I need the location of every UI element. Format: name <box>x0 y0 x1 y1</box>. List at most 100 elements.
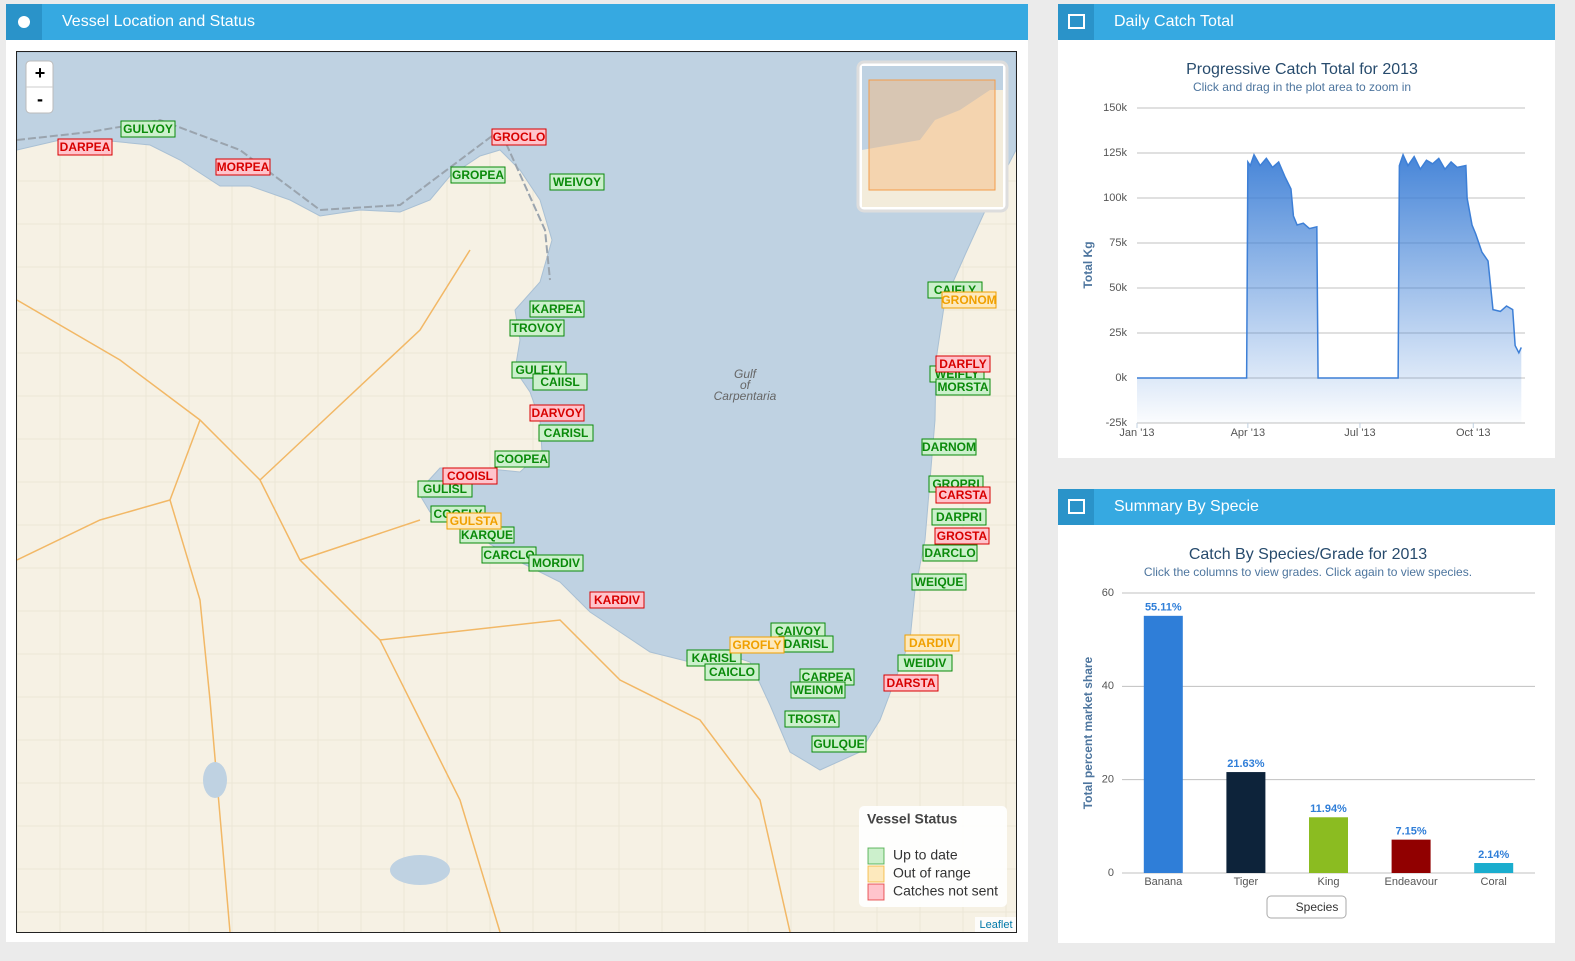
vessel-label: MORSTA <box>937 380 988 394</box>
vessel-label: CARCLO <box>483 548 534 562</box>
vessel-label: DARVOY <box>531 406 582 420</box>
x-tick-label: Coral <box>1481 876 1507 888</box>
value-label: 55.11% <box>1145 602 1182 614</box>
vessel-marker <box>446 512 502 530</box>
vessel-marker <box>704 663 760 681</box>
x-tick-label: Tiger <box>1234 876 1259 888</box>
lake <box>390 855 450 885</box>
minimap-view <box>868 79 996 191</box>
place-label: Carpentaria <box>714 389 777 403</box>
vessel-label: WEIVOY <box>553 175 601 189</box>
vessel-label: TROSTA <box>788 712 837 726</box>
chart-icon <box>1068 499 1085 514</box>
vessel-marker <box>442 467 498 485</box>
area <box>1137 154 1522 424</box>
vessel-marker <box>897 654 953 672</box>
vessel-marker <box>921 438 977 456</box>
vessel-marker <box>934 527 990 545</box>
vessel-label: CAICLO <box>709 665 755 679</box>
vessel-marker <box>941 291 997 309</box>
zoom-in[interactable]: + <box>35 63 46 83</box>
vessel-marker <box>935 355 991 373</box>
vessel-label: MORDIV <box>532 556 580 570</box>
vessel-label: TROVOY <box>512 321 563 335</box>
vessel-label: GROCLO <box>493 130 546 144</box>
vessel-marker <box>922 544 978 562</box>
vessel-label: DARSTA <box>886 676 935 690</box>
button-label[interactable]: Species <box>1296 900 1339 914</box>
place-label: Gulf <box>734 367 758 381</box>
vessel-label: CAIISL <box>540 375 579 389</box>
roads <box>17 249 791 932</box>
y-tick-label: 125k <box>1103 147 1127 159</box>
boundary <box>17 118 551 281</box>
y-tick-label: 100k <box>1103 192 1127 204</box>
x-tick-label: Apr '13 <box>1231 427 1266 439</box>
vessel-marker <box>450 166 506 184</box>
x-tick-label: Endeavour <box>1384 876 1438 888</box>
vessel-marker <box>528 554 584 572</box>
vessel-label: CARPEA <box>802 670 853 684</box>
minimap-land <box>862 90 1003 207</box>
attribution[interactable]: Leaflet <box>979 919 1012 931</box>
x-tick-label: King <box>1317 876 1339 888</box>
vessel-label: KARQUE <box>461 528 513 542</box>
chart-title: Progressive Catch Total for 2013 <box>1186 61 1418 78</box>
vessel-label: COOISL <box>447 469 493 483</box>
vessel-marker <box>589 591 645 609</box>
panel-header <box>6 4 1028 40</box>
vessel-label: DARPEA <box>60 140 111 154</box>
value-label: 7.15% <box>1395 826 1426 838</box>
panel-header <box>1058 4 1555 40</box>
line-chart: Progressive Catch Total for 2013 Click an… <box>1081 61 1525 439</box>
vessel-label: GULISL <box>423 482 467 496</box>
vessel-label: GULVOY <box>123 122 173 136</box>
y-tick-label: 40 <box>1102 680 1114 692</box>
panel-title: Daily Catch Total <box>1114 13 1234 30</box>
vessel-marker <box>931 508 987 526</box>
vessel-label: DARFLY <box>939 357 987 371</box>
legend-items: Up to date Out of range Catches not sent <box>867 847 998 901</box>
panel-title: Vessel Location and Status <box>62 13 255 30</box>
vessel-marker <box>811 735 867 753</box>
value-label: 11.94% <box>1310 803 1347 815</box>
legend-swatch <box>867 847 885 865</box>
vessel-marker <box>904 634 960 652</box>
panel-icon <box>1058 489 1094 525</box>
vessel-label: GROFLY <box>733 638 782 652</box>
x-tick-label: Jan '13 <box>1119 427 1154 439</box>
globe-icon <box>18 16 30 28</box>
vessel-label: GULSTA <box>450 514 499 528</box>
vessel-marker <box>935 378 991 396</box>
vessel-label: GULQUE <box>813 737 864 751</box>
zoom-out[interactable]: - <box>37 89 43 109</box>
vessel-marker <box>57 138 113 156</box>
vessel-marker <box>509 319 565 337</box>
vessel-marker <box>491 128 547 146</box>
vessel-marker <box>120 120 176 138</box>
chart-subtitle: Click the columns to view grades. Click … <box>1144 565 1472 579</box>
vessel-label: WEIQUE <box>915 575 964 589</box>
attribution-box <box>975 917 1016 932</box>
y-tick-label: 75k <box>1109 237 1127 249</box>
vessel-label: WEIDIV <box>904 656 947 670</box>
legend-swatch <box>867 883 885 901</box>
vessel-label: CARISL <box>544 426 589 440</box>
legend-label: Up to date <box>893 847 958 863</box>
line <box>1137 152 1522 379</box>
y-axis-label: Total Kg <box>1081 241 1095 288</box>
chart-icon <box>1068 14 1085 29</box>
y-tick-label: 0 <box>1108 867 1114 879</box>
y-tick-label: 150k <box>1103 102 1127 114</box>
species-button[interactable] <box>1266 895 1347 919</box>
vessel-marker <box>529 404 585 422</box>
x-tick-label: Oct '13 <box>1456 427 1491 439</box>
vessel-marker <box>883 674 939 692</box>
vessel-label: DARNOM <box>922 440 976 454</box>
summary-panel <box>1058 489 1555 943</box>
value-label: 2.14% <box>1478 849 1509 861</box>
chart-title: Catch By Species/Grade for 2013 <box>1189 546 1427 563</box>
